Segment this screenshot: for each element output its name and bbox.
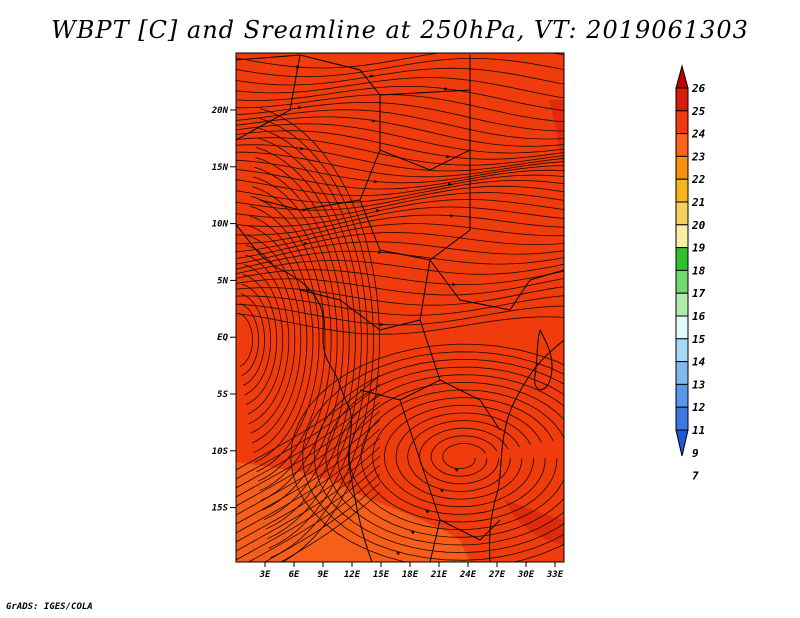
colorbar-label: 14: [692, 356, 706, 369]
streamline-arrow: [298, 105, 302, 110]
colorbar-label: 25: [691, 105, 706, 118]
streamline-arrow: [425, 510, 430, 514]
streamline-arrow: [444, 87, 448, 91]
streamline-arrow: [300, 147, 304, 151]
lon-tick-label: 21E: [430, 570, 448, 580]
lon-tick-label: 27E: [488, 570, 506, 580]
colorbar: 26 25 24 23 22 21 20 19 18 17 16 15 14 13 12 11 9 7: [675, 64, 706, 483]
colorbar-label: 7: [692, 470, 699, 483]
streamline-arrow: [380, 322, 384, 327]
colorbar-swatch: [675, 361, 689, 385]
lat-tick-label: 15S: [212, 504, 229, 514]
colorbar-label: 22: [691, 173, 706, 186]
lat-tick-label: 10N: [212, 220, 229, 230]
streamline-arrow: [446, 154, 450, 159]
colorbar-label: 20: [691, 219, 706, 232]
streamline-arrow: [378, 250, 382, 255]
colorbar-swatch: [675, 178, 689, 203]
lon-tick-label: 24E: [459, 570, 477, 580]
map-frame: [235, 52, 565, 563]
streamline-arrow: [302, 208, 306, 212]
streamline-arrow: [374, 179, 378, 184]
streamline-arrow: [376, 208, 380, 213]
lat-tick-label: EQ: [217, 333, 228, 343]
lon-tick-label: 9E: [318, 570, 329, 580]
lat-tick-label: 10S: [212, 447, 229, 457]
streamline-arrow: [304, 241, 308, 246]
streamline-arrow: [450, 214, 454, 218]
lat-tick-label: 5S: [217, 390, 228, 400]
lat-tick-label: 15N: [212, 163, 229, 173]
streamline-arrow: [296, 65, 300, 69]
colorbar-label: 13: [692, 378, 706, 391]
colorbar-swatch: [675, 133, 689, 157]
lon-tick-label: 12E: [344, 570, 361, 580]
colorbar-label: 17: [692, 287, 706, 300]
lon-tick-label: 33E: [546, 570, 564, 580]
streamline-arrow: [370, 74, 374, 78]
colorbar-label: 16: [692, 310, 706, 323]
streamline-arrow: [395, 552, 400, 556]
colorbar-label: 21: [691, 196, 705, 209]
colorbar-swatch: [675, 87, 689, 112]
streamline-arrow: [372, 119, 376, 123]
streamline-arrow: [306, 288, 310, 293]
colorbar-label: 19: [692, 242, 706, 255]
streamline-arrow: [439, 489, 444, 493]
colorbar-label: 9: [692, 447, 699, 460]
colorbar-swatch: [675, 315, 689, 340]
credit-label: GrADS: IGES/COLA: [6, 602, 93, 612]
streamlines: [236, 53, 564, 562]
colorbar-swatch: [675, 406, 689, 431]
colorbar-label: 11: [692, 424, 705, 437]
longitude-axis: 3E 6E 9E 12E 15E 18E 21E 24E 27E 30E 33E: [259, 562, 564, 580]
streamline-arrow: [448, 182, 452, 187]
colorbar-swatch: [675, 383, 689, 408]
streamline-arrows: [296, 65, 459, 556]
lon-tick-label: 18E: [402, 570, 419, 580]
lon-tick-label: 6E: [289, 570, 300, 580]
colorbar-label: 15: [692, 333, 706, 346]
colorbar-label: 23: [691, 150, 706, 163]
colorbar-swatch: [675, 247, 689, 271]
colorbar-swatch: [675, 269, 689, 294]
colorbar-swatch: [675, 224, 689, 249]
lon-tick-label: 30E: [517, 570, 535, 580]
lat-tick-label: 5N: [217, 276, 228, 286]
streamline-arrow: [410, 531, 415, 535]
lon-tick-label: 15E: [373, 570, 390, 580]
map-panel: 20N 15N 10N 5N EQ 5S 10S 15S 3E 6E 9E 12E 15E 18E 21E…: [211, 52, 565, 580]
colorbar-top-triangle: [675, 64, 689, 89]
streamline-arrow: [454, 468, 459, 472]
lon-tick-label: 3E: [259, 570, 271, 580]
colorbar-label: 12: [692, 401, 706, 414]
colorbar-label: 24: [691, 128, 706, 141]
colorbar-bottom-triangle: [675, 429, 689, 457]
latitude-axis: 20N 15N 10N 5N EQ 5S 10S 15S: [211, 106, 236, 514]
lat-tick-label: 20N: [211, 106, 229, 116]
colorbar-label: 26: [691, 82, 706, 95]
colorbar-swatch: [675, 110, 689, 135]
colorbar-swatch: [675, 292, 689, 317]
colorbar-swatch: [675, 338, 689, 363]
colorbar-swatch: [675, 201, 689, 226]
streamline-arrow: [452, 282, 456, 287]
colorbar-label: 18: [692, 264, 706, 277]
map-title: WBPT [C] and Sreamline at 250hPa, VT: 20…: [51, 16, 749, 44]
coastlines-borders: [236, 54, 564, 562]
colorbar-swatch: [675, 155, 689, 180]
